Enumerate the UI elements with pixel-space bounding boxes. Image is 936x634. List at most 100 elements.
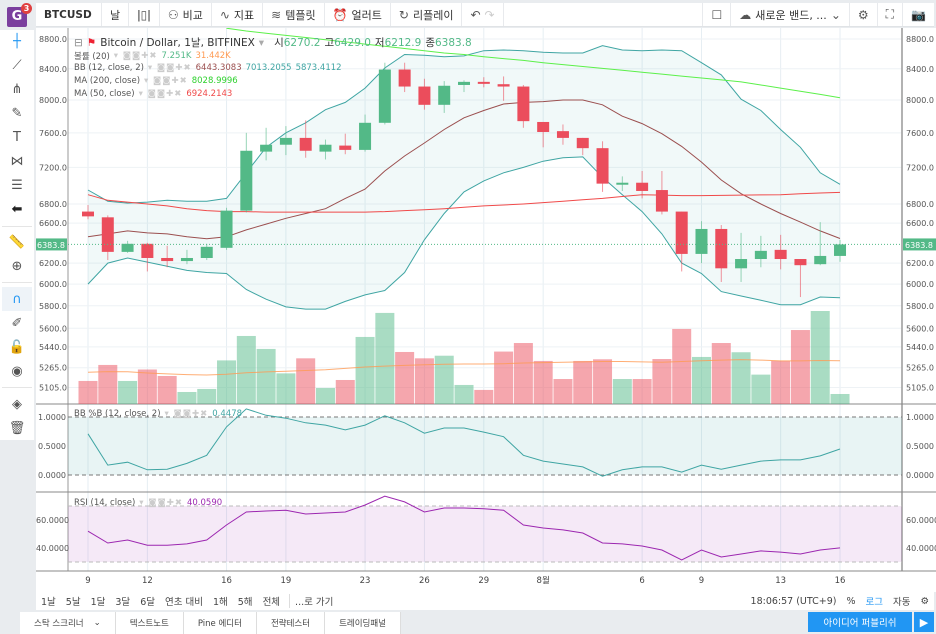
log-toggle[interactable]: 로그 <box>865 597 883 608</box>
range-6m[interactable]: 6달 <box>140 597 155 608</box>
range-1m[interactable]: 1달 <box>90 597 106 608</box>
publish-idea-button[interactable]: 아이디어 퍼블리쉬 <box>808 612 912 632</box>
candle-body <box>121 243 134 252</box>
price-tick-label-left: 7600.0 <box>39 129 67 138</box>
alert-button[interactable]: ⏰ 얼러트 <box>325 3 391 26</box>
volume-bar <box>533 360 553 404</box>
candle-body <box>794 259 807 266</box>
price-tick-label: 6800.0 <box>906 200 934 209</box>
candle-body <box>319 144 332 152</box>
volume-bar <box>691 356 711 404</box>
lock-drawings-tool[interactable]: ✐ <box>11 315 23 331</box>
volume-bar <box>296 358 316 404</box>
indicator-buttons[interactable]: ▾ ◙◙✚✖ <box>144 76 188 86</box>
settings-button[interactable]: ⚙ <box>850 3 878 26</box>
chart-type-button[interactable]: ǀ▯ǀ <box>129 3 160 26</box>
volume-legend[interactable]: 볼률 (20) ▾ ◙◙✚✖ 7.251K 31.442K <box>74 50 231 62</box>
chart-canvas[interactable]: 8800.0 8800.0 8400.0 8400.0 8000.0 8000.0 7600… <box>36 28 936 592</box>
rsi-line <box>87 495 841 561</box>
volume-label: 볼률 (20) <box>74 52 110 62</box>
tab-trading-panel[interactable]: 트레이딩패널 <box>325 612 401 634</box>
ma200-legend[interactable]: MA (200, close) ▾ ◙◙✚✖ 8028.9996 <box>74 76 238 86</box>
range-5y[interactable]: 5해 <box>237 597 253 608</box>
replay-button[interactable]: ↻ 리플레이 <box>391 3 463 26</box>
tab-label: 전략테스터 <box>270 619 311 629</box>
auto-toggle[interactable]: 자동 <box>892 597 911 608</box>
price-tick-label: 6600.0 <box>906 219 934 228</box>
ma50-legend[interactable]: MA (50, close) ▾ ◙◙✚✖ 6924.2143 <box>74 89 232 99</box>
indicator-buttons[interactable]: ▾ ◙◙✚✖ <box>138 89 183 99</box>
last-price-label: 6383.8 <box>905 241 933 250</box>
volume-bar <box>217 360 237 404</box>
candle-body <box>695 228 708 254</box>
bb-legend[interactable]: BB (12, close, 2) ▾ ◙◙✚✖ 6443.3083 7013.205… <box>74 63 342 73</box>
goto-date[interactable]: ...로 가기 <box>289 594 338 608</box>
bottom-panel-tabs: 스탁 스크리너 ⌄ 텍스트노트 Pine 에디터 전략테스터 트레이딩패널 <box>20 612 936 634</box>
range-1d[interactable]: 1날 <box>41 597 56 608</box>
trash-icon[interactable]: 🗑 <box>8 420 26 436</box>
logo-letter: G <box>11 9 23 24</box>
range-all[interactable]: 전체 <box>262 597 281 608</box>
prediction-tool[interactable]: ☰ <box>11 178 23 194</box>
ruler-tool[interactable]: 📏 <box>8 234 26 250</box>
gear-icon: ⚙ <box>857 7 869 22</box>
eye-icon[interactable]: ◉ <box>11 363 23 379</box>
flag-icon[interactable]: ⚑ <box>86 36 97 49</box>
symbol-search[interactable]: BTCUSD <box>36 3 102 26</box>
chart-area[interactable]: 8800.0 8800.0 8400.0 8400.0 8000.0 8000.0 7600… <box>36 28 936 592</box>
fullscreen-button[interactable]: ⛶ <box>878 3 904 26</box>
pattern-tool[interactable]: ⋈ <box>10 154 24 170</box>
time-tick-label: 13 <box>775 576 786 586</box>
zoom-in-tool[interactable]: ⊕ <box>11 258 23 274</box>
rsi-legend[interactable]: RSI (14, close) ▾ ◙◙✚✖ 40.0590 <box>74 498 222 508</box>
tab-stock-screener[interactable]: 스탁 스크리너 ⌄ <box>20 612 116 634</box>
back-arrow-icon[interactable]: ⬅ <box>11 202 23 218</box>
snapshot-button[interactable]: 📷 <box>903 3 934 26</box>
indicator-buttons[interactable]: ▾ ◙◙✚✖ <box>164 409 209 419</box>
layout-button[interactable]: ☁ 새로운 밴드, ... ⌄ <box>731 3 850 26</box>
interval-button[interactable]: 날 <box>102 3 130 26</box>
fullscreen-toggle[interactable]: ☐ <box>702 3 732 26</box>
rsi-tick-label: 60.0000 <box>906 516 936 525</box>
range-bar: 1날 5날 1달 3달 6달 연초 대비 1해 5해 전체 ...로 가기 18… <box>36 592 934 610</box>
trend-line-tool[interactable]: ⟋ <box>12 58 22 74</box>
indicator-buttons[interactable]: ▾ ◙◙✚✖ <box>147 63 192 73</box>
range-3m[interactable]: 3달 <box>115 597 131 608</box>
tab-strategy-tester[interactable]: 전략테스터 <box>256 612 326 634</box>
volume-bar <box>711 343 731 404</box>
bb-lower-line <box>87 156 841 310</box>
undo-button[interactable]: ↶ ↷ <box>462 3 504 26</box>
tab-pine-editor[interactable]: Pine 에디터 <box>183 612 257 634</box>
percent-toggle[interactable]: % <box>846 595 856 607</box>
indicator-buttons[interactable]: ▾ ◙◙✚✖ <box>113 51 158 61</box>
pctb-tick-label-left: 0.5000 <box>38 442 66 451</box>
collapse-icon[interactable]: ⊟ <box>74 36 83 49</box>
play-icon[interactable]: ▶ <box>914 612 934 632</box>
brush-tool[interactable]: ✎ <box>11 106 23 122</box>
text-tool[interactable]: T <box>13 130 21 146</box>
volume-bar <box>355 336 375 404</box>
crosshair-tool[interactable]: ┼ <box>13 34 21 50</box>
range-5d[interactable]: 5날 <box>65 597 81 608</box>
volume-bar <box>197 388 217 404</box>
time-tick-label: 16 <box>835 576 846 586</box>
pitchfork-tool[interactable]: ⋔ <box>11 82 23 98</box>
lock-icon[interactable]: 🔓 <box>8 339 26 355</box>
indicator-buttons[interactable]: ▾ ◙◙✚✖ <box>139 498 183 508</box>
rsi-label: RSI (14, close) <box>74 498 136 508</box>
pctb-legend[interactable]: BB %B (12, close, 2) ▾ ◙◙✚✖ 0.4478 <box>74 409 242 419</box>
range-1y[interactable]: 1해 <box>212 597 228 608</box>
undo-icon: ↶ <box>470 7 481 22</box>
magnet-tool[interactable]: ∩ <box>2 287 32 312</box>
range-ytd[interactable]: 연초 대비 <box>164 597 203 608</box>
templates-button[interactable]: ≋ 템플릿 <box>263 3 325 26</box>
price-tick-label-left: 5600.0 <box>39 324 67 333</box>
indicators-button[interactable]: ∿ 지표 <box>212 3 264 26</box>
tab-text-notes[interactable]: 텍스트노트 <box>115 612 184 634</box>
ma200-value: 8028.9996 <box>191 76 238 86</box>
compare-button[interactable]: ⚇ 비교 <box>160 3 212 26</box>
top-toolbar: BTCUSD 날 ǀ▯ǀ ⚇ 비교 ∿ 지표 ≋ 템플릿 ⏰ 얼러트 ↻ 리플레이 ↶ ↷ … <box>36 3 934 27</box>
layers-icon[interactable]: ◈ <box>12 396 22 412</box>
gear-icon[interactable]: ⚙ <box>920 595 929 607</box>
